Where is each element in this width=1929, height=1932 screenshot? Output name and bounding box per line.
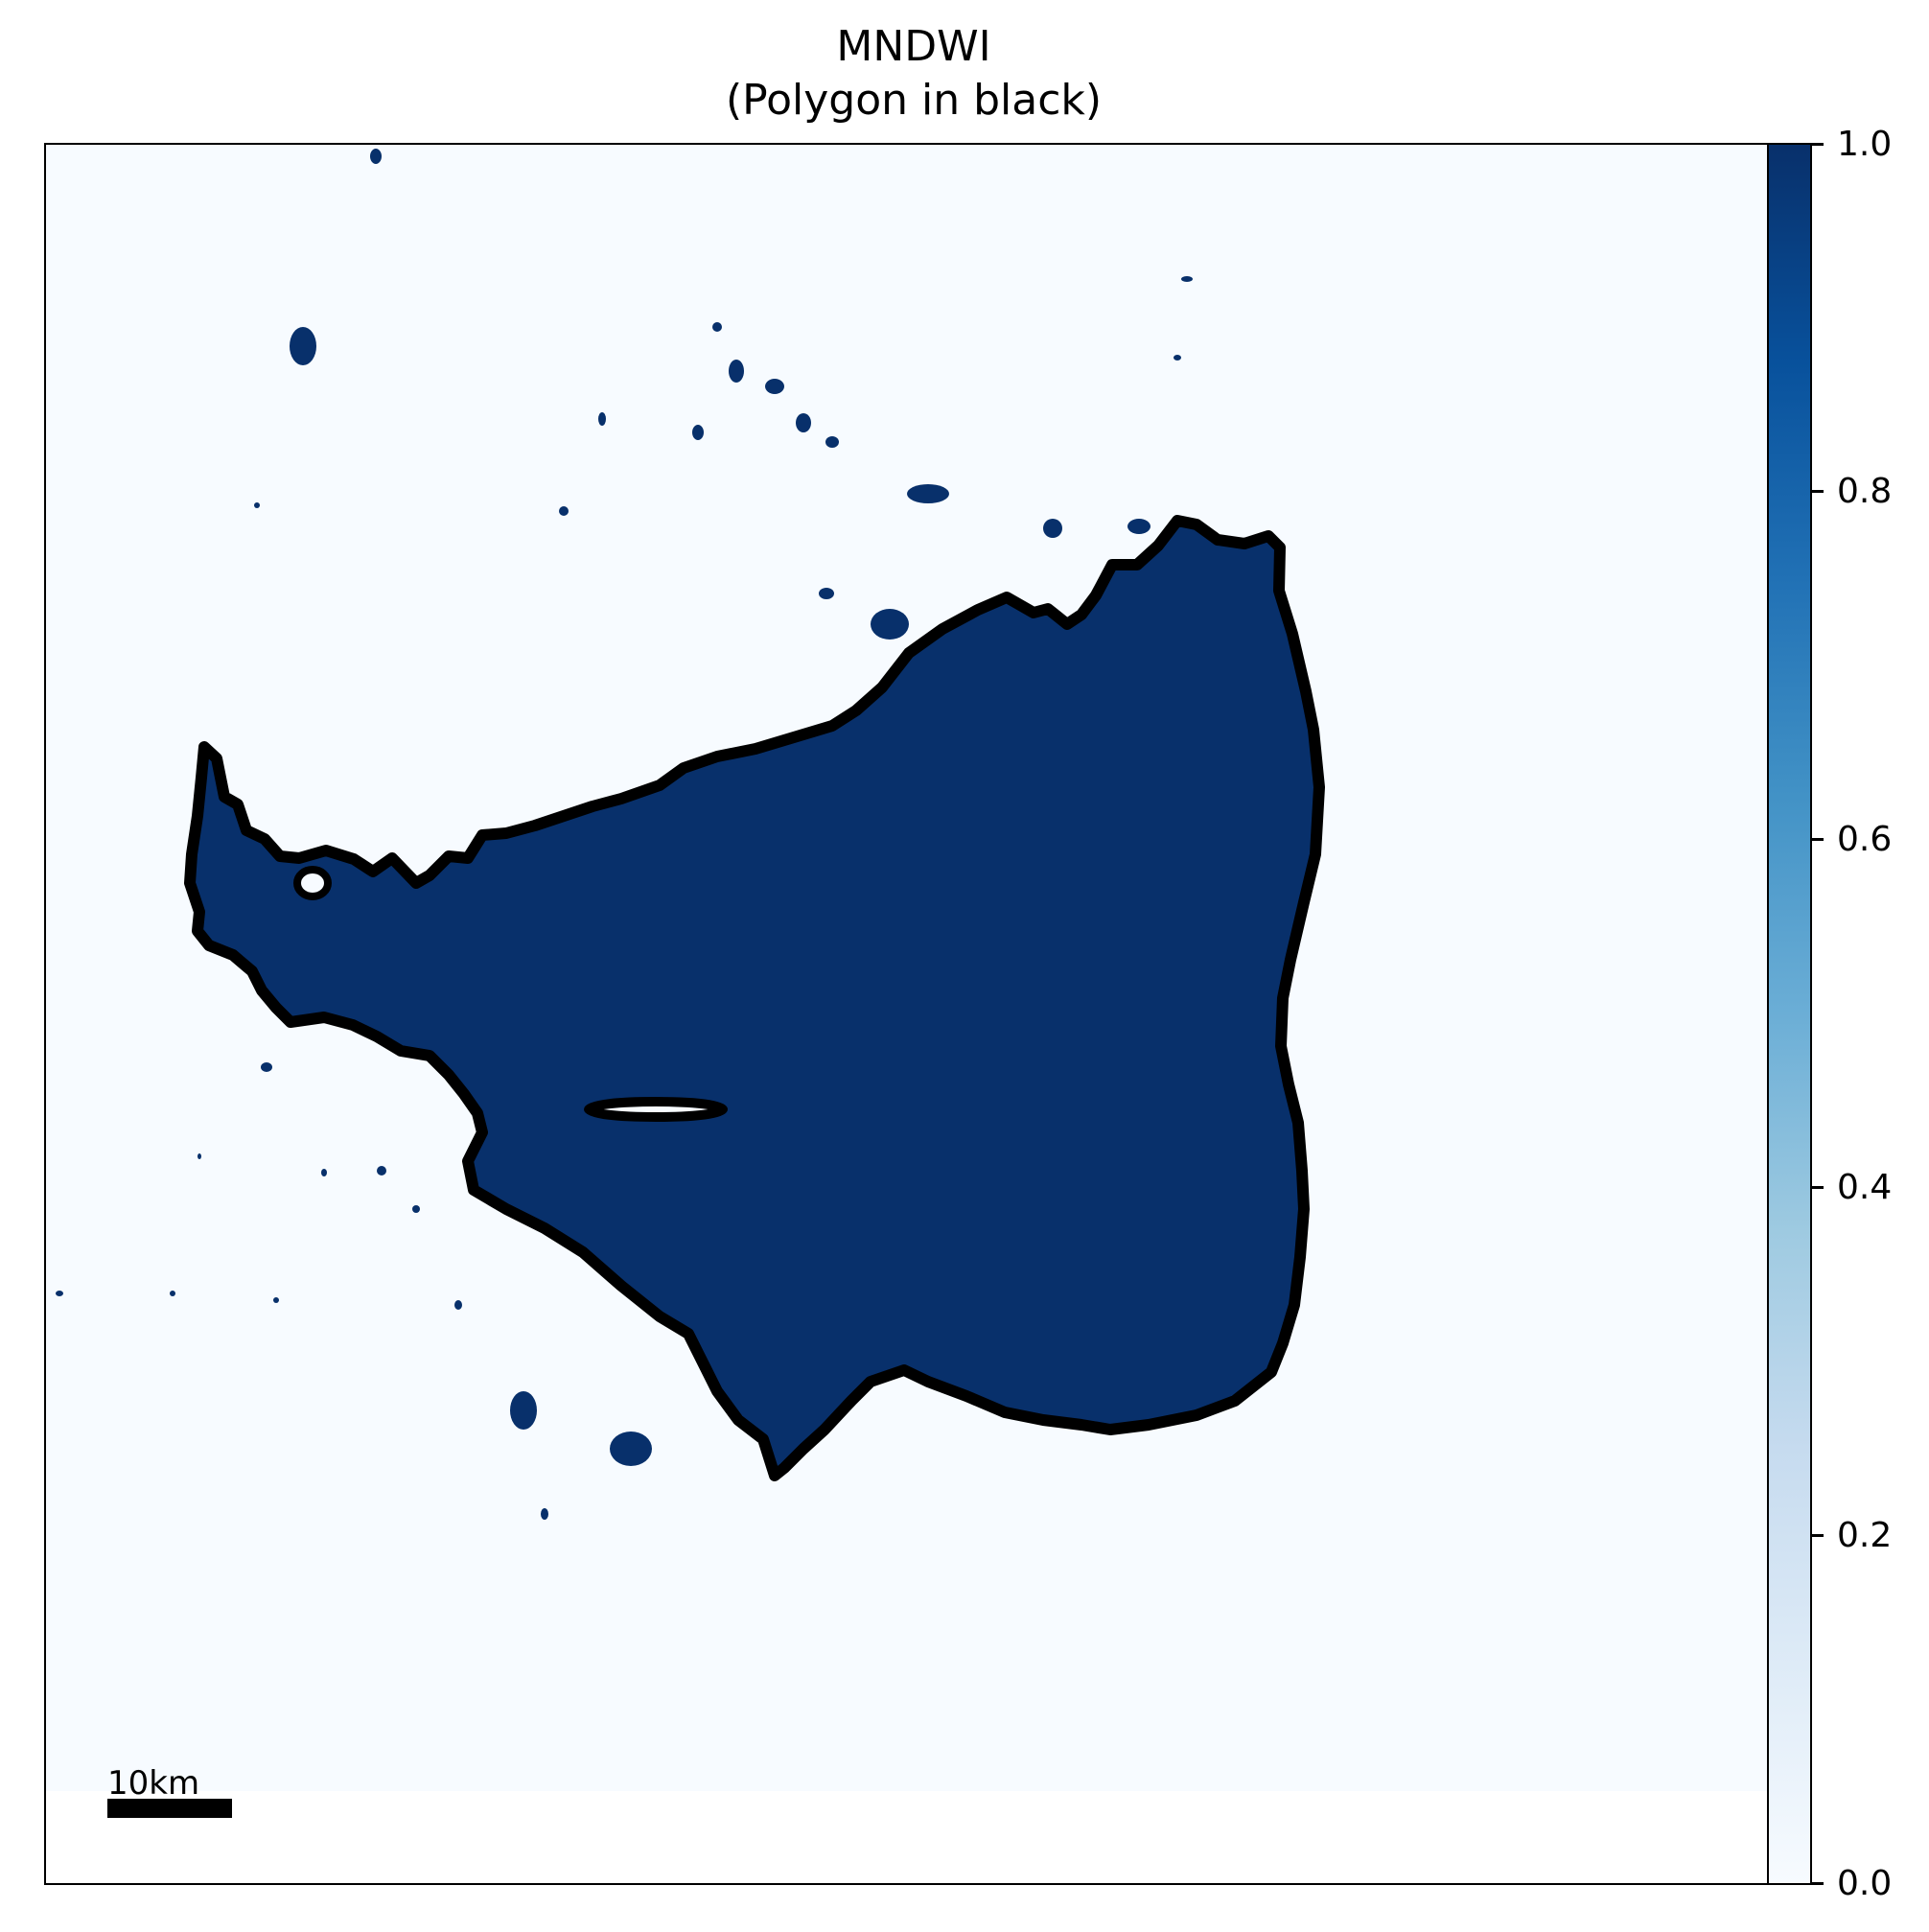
pond	[198, 1153, 201, 1159]
pond	[377, 1166, 386, 1175]
pond	[825, 436, 839, 448]
colorbar-tick	[1812, 1186, 1824, 1189]
lake-island-2	[293, 866, 332, 900]
colorbar	[1767, 143, 1812, 1885]
pond	[871, 609, 909, 640]
pond	[610, 1432, 652, 1466]
pond	[370, 149, 382, 164]
map-subtitle: (Polygon in black)	[725, 76, 1103, 125]
pond	[1043, 519, 1062, 538]
pond	[819, 588, 834, 599]
pond	[559, 506, 569, 516]
nodata-strip	[46, 1791, 1781, 1883]
map-canvas	[46, 145, 1781, 1883]
colorbar-tick-label: 0.4	[1837, 1168, 1893, 1207]
pond	[1181, 276, 1193, 282]
small-ponds	[56, 149, 1193, 1520]
pond	[454, 1300, 462, 1310]
pond	[321, 1169, 327, 1176]
pond	[170, 1291, 175, 1296]
lake-island-1	[584, 1097, 728, 1122]
colorbar-tick	[1812, 143, 1824, 146]
map-frame	[44, 143, 1783, 1885]
map-title: MNDWI	[836, 22, 991, 71]
pond	[261, 1062, 272, 1072]
pond	[412, 1205, 420, 1213]
colorbar-tick	[1812, 1882, 1824, 1885]
colorbar-tick-label: 0.6	[1837, 820, 1893, 859]
scale-bar	[107, 1799, 232, 1818]
pond	[290, 327, 316, 365]
pond	[1174, 355, 1181, 361]
colorbar-tick-label: 1.0	[1837, 125, 1893, 164]
pond	[598, 412, 606, 426]
pond	[692, 425, 704, 440]
scale-bar-label: 10km	[107, 1764, 200, 1803]
lake-polygon	[184, 515, 1325, 1481]
pond	[254, 502, 260, 508]
pond	[273, 1297, 279, 1303]
colorbar-tick-label: 0.2	[1837, 1516, 1893, 1555]
pond	[729, 360, 744, 383]
pond	[796, 413, 811, 432]
colorbar-tick	[1812, 1534, 1824, 1537]
colorbar-tick-label: 0.8	[1837, 472, 1893, 511]
colorbar-tick	[1812, 490, 1824, 493]
colorbar-tick-label: 0.0	[1837, 1864, 1893, 1903]
pond	[765, 379, 784, 394]
pond	[1127, 519, 1150, 534]
pond	[907, 484, 949, 503]
pond	[541, 1508, 548, 1520]
colorbar-tick	[1812, 838, 1824, 841]
pond	[510, 1391, 537, 1430]
pond	[56, 1291, 63, 1296]
pond	[712, 322, 722, 332]
